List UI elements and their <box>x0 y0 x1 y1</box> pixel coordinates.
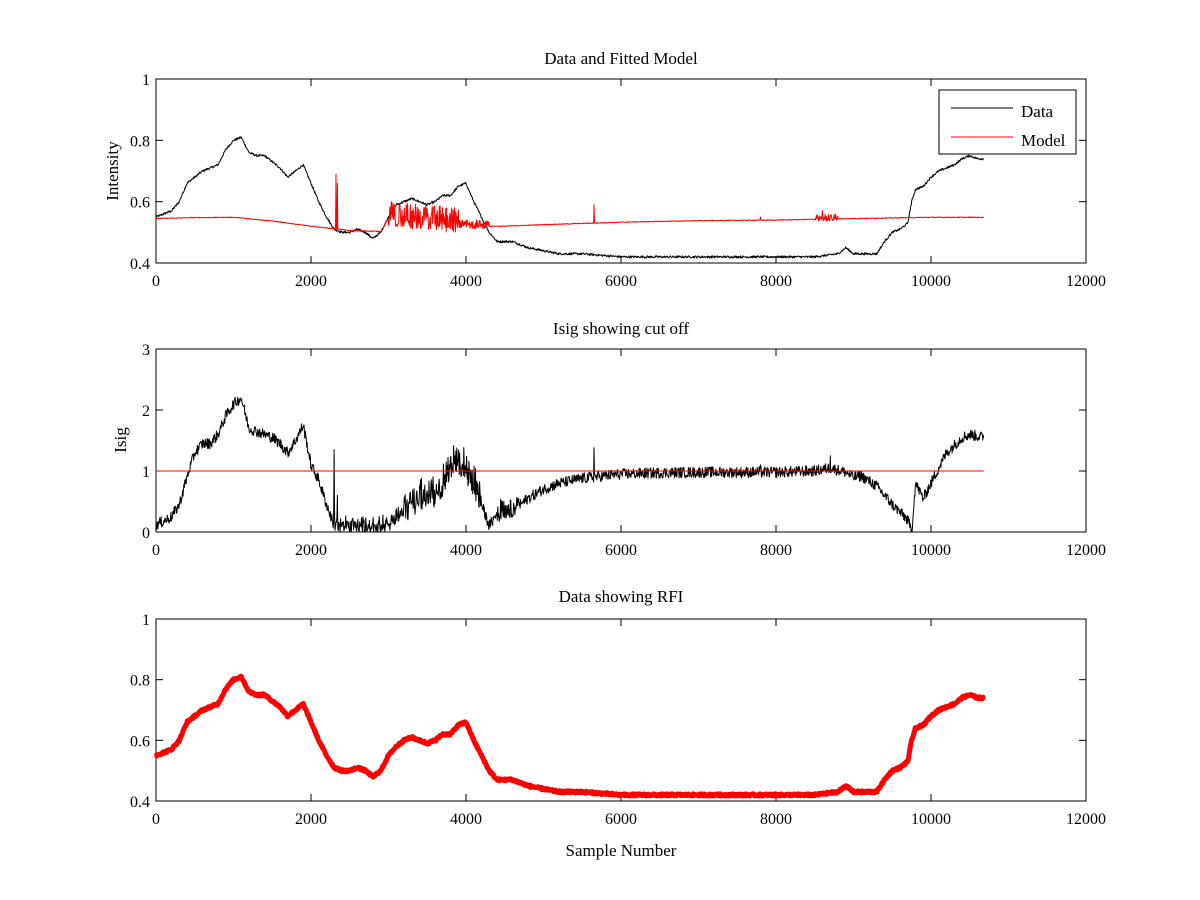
x-tick-label: 2000 <box>295 811 327 828</box>
x-tick-label: 0 <box>152 542 160 559</box>
x-tick-label: 8000 <box>760 542 792 559</box>
x-tick-label: 6000 <box>605 542 637 559</box>
x-tick-label: 8000 <box>760 273 792 290</box>
subplot-3-xlabel: Sample Number <box>566 841 677 860</box>
series-line-data-rfi-flagged- <box>153 673 986 799</box>
x-tick-label: 4000 <box>450 811 482 828</box>
y-tick-label: 0.8 <box>130 133 150 150</box>
y-tick-label: 3 <box>142 342 150 359</box>
subplot-3-title: Data showing RFI <box>559 587 684 606</box>
subplot-3-series <box>153 673 986 799</box>
legend-box <box>938 89 1077 155</box>
subplot-isig: Isig showing cut off 0 2000 4000 6000 8000 10… <box>111 319 1106 559</box>
subplot-2-title: Isig showing cut off <box>553 319 689 338</box>
subplot-2-series <box>155 396 985 533</box>
legend: Data Model <box>938 89 1077 155</box>
series-line-data <box>155 136 984 259</box>
subplot-1-ticks: 0 2000 4000 6000 8000 10000 12000 0.4 0.6 0.8 1 <box>130 72 1106 290</box>
x-tick-label: 0 <box>152 273 160 290</box>
legend-data-label: Data <box>1021 102 1054 121</box>
subplot-1-axes-box <box>155 78 1087 264</box>
subplot-1-title: Data and Fitted Model <box>544 49 698 68</box>
y-tick-label: 0 <box>142 525 150 542</box>
subplot-rfi: Data showing RFI 0 2000 4000 6000 8000 10000 1… <box>130 587 1106 860</box>
subplot-2-axes-box <box>155 348 1087 533</box>
y-tick-label: 1 <box>142 464 150 481</box>
subplot-1-series <box>155 136 984 259</box>
legend-model-label: Model <box>1021 131 1066 150</box>
subplot-data-and-model: Data and Fitted Model 0 2000 4000 6000 8000 1… <box>103 49 1106 290</box>
x-tick-label: 4000 <box>450 273 482 290</box>
y-tick-label: 0.4 <box>130 794 150 811</box>
y-tick-label: 2 <box>142 403 150 420</box>
x-tick-label: 12000 <box>1066 273 1106 290</box>
subplot-1-ylabel: Intensity <box>103 141 122 201</box>
y-tick-label: 1 <box>142 612 150 629</box>
x-tick-label: 0 <box>152 811 160 828</box>
y-tick-label: 0.6 <box>130 733 150 750</box>
subplot-2-ticks: 0 2000 4000 6000 8000 10000 12000 0 1 2 3 <box>142 342 1106 559</box>
series-line-model <box>155 173 984 233</box>
x-tick-label: 10000 <box>911 542 951 559</box>
y-tick-label: 1 <box>142 72 150 89</box>
subplot-3-ticks: 0 2000 4000 6000 8000 10000 12000 0.4 0.6 0.8 1 <box>130 612 1106 828</box>
subplot-2-ylabel: Isig <box>111 427 130 453</box>
y-tick-label: 0.4 <box>130 256 150 273</box>
x-tick-label: 12000 <box>1066 542 1106 559</box>
x-tick-label: 6000 <box>605 811 637 828</box>
y-tick-label: 0.8 <box>130 673 150 690</box>
x-tick-label: 12000 <box>1066 811 1106 828</box>
x-tick-label: 4000 <box>450 542 482 559</box>
x-tick-label: 10000 <box>911 811 951 828</box>
x-tick-label: 2000 <box>295 542 327 559</box>
x-tick-label: 2000 <box>295 273 327 290</box>
x-tick-label: 8000 <box>760 811 792 828</box>
x-tick-label: 6000 <box>605 273 637 290</box>
y-tick-label: 0.6 <box>130 195 150 212</box>
x-tick-label: 10000 <box>911 273 951 290</box>
